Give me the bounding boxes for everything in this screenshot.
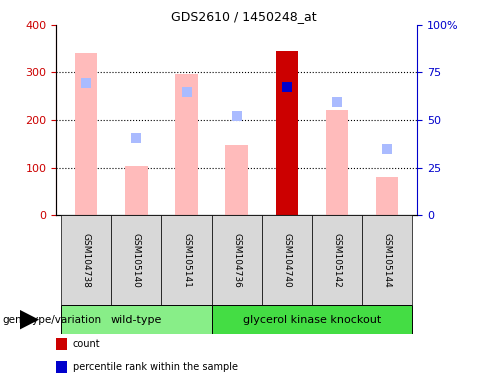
Text: GSM104738: GSM104738 [81, 233, 91, 288]
Text: wild-type: wild-type [111, 314, 162, 325]
Bar [376, 177, 398, 215]
Text: glycerol kinase knockout: glycerol kinase knockout [243, 314, 381, 325]
Point [82, 80, 90, 86]
Bar [61, 305, 212, 334]
Text: GSM105140: GSM105140 [132, 233, 141, 288]
Polygon shape [20, 310, 39, 329]
Point [333, 99, 341, 105]
Bar [325, 111, 348, 215]
Text: genotype/variation: genotype/variation [2, 314, 102, 325]
Text: GSM105142: GSM105142 [332, 233, 342, 288]
Bar [175, 74, 198, 215]
Text: GSM104740: GSM104740 [283, 233, 291, 288]
Text: GDS2610 / 1450248_at: GDS2610 / 1450248_at [171, 10, 317, 23]
Point [233, 113, 241, 119]
Bar [362, 215, 412, 305]
Point [183, 89, 190, 96]
Bar [225, 145, 248, 215]
Point [283, 84, 291, 90]
Text: GSM105141: GSM105141 [182, 233, 191, 288]
Text: count: count [73, 339, 101, 349]
Text: GSM104736: GSM104736 [232, 233, 241, 288]
Bar [312, 215, 362, 305]
Point [132, 135, 140, 141]
Bar [276, 51, 298, 215]
Bar [212, 215, 262, 305]
Point [383, 146, 391, 152]
Bar [262, 215, 312, 305]
Bar [111, 215, 162, 305]
Bar [162, 215, 212, 305]
Text: GSM105144: GSM105144 [383, 233, 392, 288]
Bar [125, 166, 148, 215]
Bar [61, 215, 111, 305]
Bar [75, 53, 98, 215]
Bar [212, 305, 412, 334]
Text: percentile rank within the sample: percentile rank within the sample [73, 362, 238, 372]
